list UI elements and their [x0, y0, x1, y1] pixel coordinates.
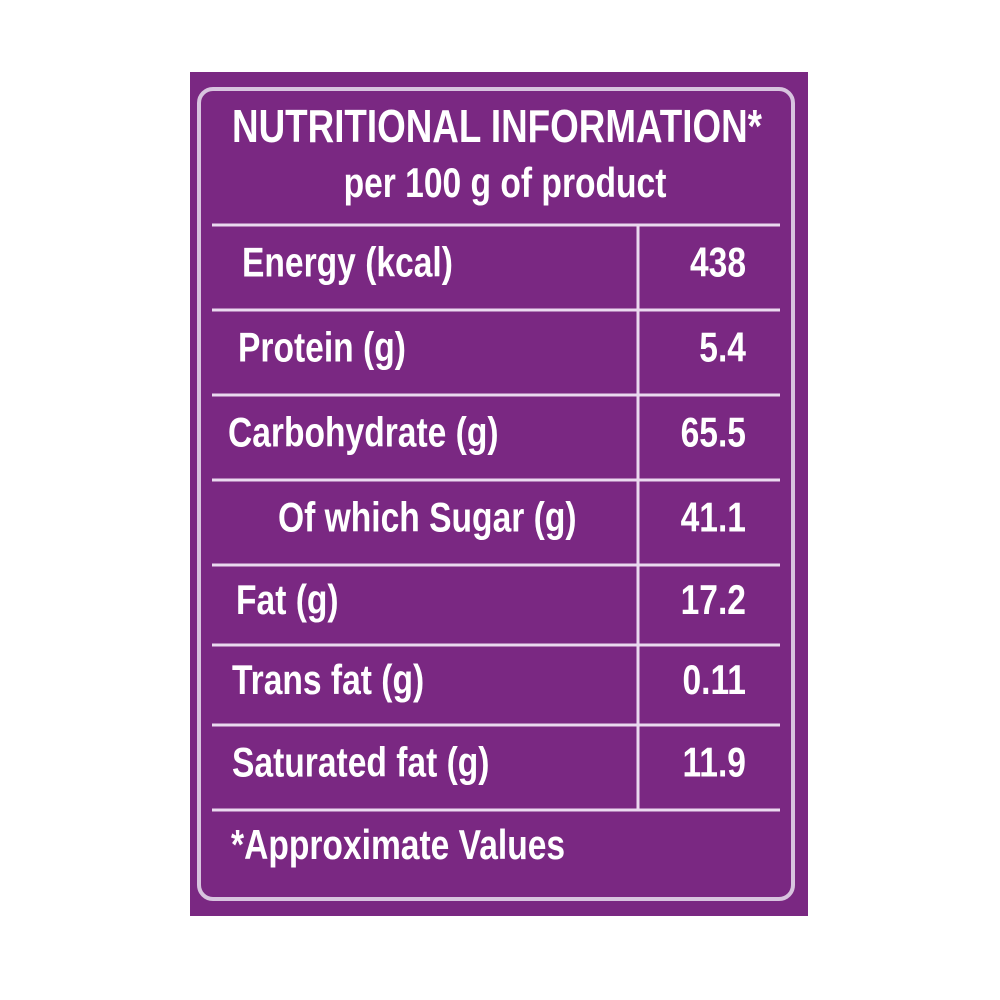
nutrient-value: 17.2: [681, 578, 746, 624]
nutrient-name: Fat (g): [236, 578, 339, 624]
nutrient-name: Saturated fat (g): [232, 740, 489, 786]
footnote: *Approximate Values: [231, 823, 565, 869]
nutrient-name: Of which Sugar (g): [278, 495, 577, 541]
nutrient-value: 5.4: [699, 325, 746, 371]
nutrient-name: Protein (g): [238, 325, 406, 371]
nutrient-value: 11.9: [682, 740, 746, 786]
nutrient-value: 65.5: [681, 410, 746, 456]
title: NUTRITIONAL INFORMATION*: [232, 100, 763, 152]
nutrient-name: Energy (kcal): [242, 240, 453, 286]
nutrient-value: 438: [690, 240, 746, 286]
label-background: [190, 72, 808, 916]
nutrient-value: 0.11: [682, 658, 746, 704]
nutrient-name: Trans fat (g): [232, 658, 424, 704]
label-border: [197, 87, 795, 901]
subtitle: per 100 g of product: [344, 161, 667, 207]
nutrient-name: Carbohydrate (g): [228, 410, 499, 456]
nutrient-value: 41.1: [681, 495, 746, 541]
